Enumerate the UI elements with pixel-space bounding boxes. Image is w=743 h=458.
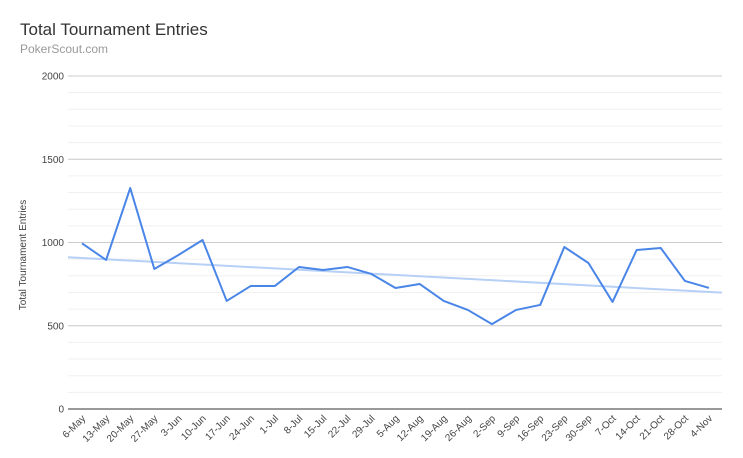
- y-tick-label: 1000: [42, 238, 65, 249]
- x-tick-label: 27-May: [129, 413, 160, 444]
- trendline: [67, 256, 723, 294]
- x-tick-label: 15-Jul: [302, 413, 329, 440]
- chart-title: Total Tournament Entries: [20, 20, 208, 39]
- x-tick-label: 30-Sep: [564, 413, 595, 444]
- y-tick-label: 2000: [42, 72, 65, 83]
- x-tick-label: 10-Jun: [179, 413, 208, 442]
- x-tick-label: 17-Jun: [203, 413, 232, 442]
- x-tick-label: 26-Aug: [443, 413, 474, 444]
- y-tick-label: 1500: [42, 155, 65, 166]
- y-axis-label: Total Tournament Entries: [18, 200, 29, 310]
- x-tick-label: 2-Sep: [471, 413, 498, 440]
- x-tick-label: 22-Jul: [326, 413, 353, 440]
- chart-subtitle: PokerScout.com: [20, 42, 108, 56]
- y-tick-label: 0: [58, 405, 64, 416]
- x-tick-label: 21-Oct: [638, 413, 667, 442]
- x-tick-label: 4-Nov: [688, 413, 715, 440]
- x-tick-label: 24-Jun: [228, 413, 257, 442]
- x-tick-label: 29-Jul: [350, 413, 377, 440]
- y-tick-label: 500: [47, 321, 64, 332]
- x-tick-label: 14-Oct: [614, 413, 643, 442]
- x-tick-label: 28-Oct: [662, 413, 691, 442]
- data-line: [81, 187, 710, 326]
- x-tick-label: 1-Jul: [258, 413, 281, 436]
